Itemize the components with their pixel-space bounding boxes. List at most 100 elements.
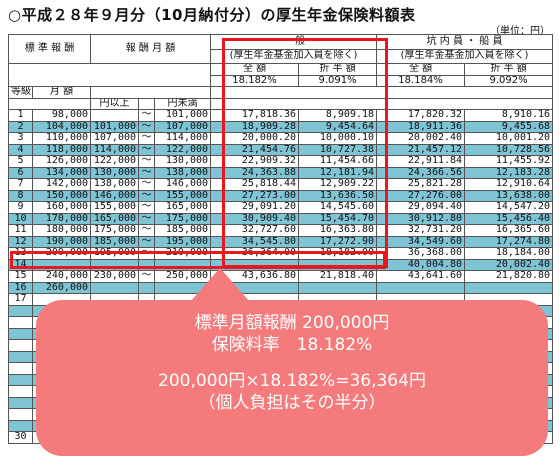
monthly-cell: 190,000 [31, 235, 92, 248]
range-low-cell: 146,000 [90, 189, 140, 202]
miner-subtitle: (厚生年金基金加入員を除く) [376, 48, 554, 64]
range-low-cell: 165,000 [90, 212, 140, 225]
miner-full-cell: 21,457.12 [376, 143, 466, 156]
general-half-cell: 12,181.94 [298, 166, 378, 179]
grade-cell: 3 [8, 132, 33, 145]
grade-header: 等級 [8, 86, 33, 99]
range-low-cell: 130,000 [90, 166, 140, 179]
miner-half-cell: 16,365.60 [464, 224, 554, 237]
miner-half-cell: 12,910.64 [464, 178, 554, 191]
range-tilde-cell: ～ [138, 143, 156, 156]
general-full-cell: 34,545.80 [210, 235, 300, 248]
miner-full-cell [376, 281, 466, 294]
miner-full-cell: 43,641.60 [376, 270, 466, 283]
table-row: 3 110,000 107,000 ～ 114,000 20,000.20 10,000.1… [8, 132, 554, 145]
range-low-cell: 138,000 [90, 178, 140, 191]
general-half-cell [298, 281, 378, 294]
grade-cell: 12 [8, 235, 33, 248]
table-row: 4 118,000 114,000 ～ 122,000 21,454.76 10,727.3… [8, 143, 554, 156]
range-high-cell: 165,000 [154, 201, 212, 214]
general-full-cell: 27,273.00 [210, 189, 300, 202]
grade-cell [8, 350, 33, 363]
monthly-cell: 260,000 [31, 281, 92, 294]
miner-full-header: 全 額 [376, 63, 466, 76]
callout-line-4: （個人負担はその半分） [198, 393, 386, 413]
callout-line-3: 200,000円×18.182%=36,364円 [158, 371, 426, 391]
grade-cell [8, 408, 33, 421]
grade-cell [8, 362, 33, 375]
monthly-cell: 170,000 [31, 212, 92, 225]
general-subtitle: (厚生年金基金加入員を除く) [210, 48, 378, 64]
general-half-cell: 13,636.50 [298, 189, 378, 202]
monthly-cell: 180,000 [31, 224, 92, 237]
grade-cell: 1 [8, 109, 33, 122]
miner-full-cell: 20,002.40 [376, 132, 466, 145]
callout-line-2: 保険料率 18.182% [211, 335, 373, 355]
callout-pointer [190, 268, 250, 302]
range-high-cell: 138,000 [154, 166, 212, 179]
miner-half-cell: 18,184.00 [464, 247, 554, 260]
miner-full-cell: 29,094.40 [376, 201, 466, 214]
table-row: 8 150,000 146,000 ～ 155,000 27,273.00 13,636.5… [8, 189, 554, 202]
monthly-cell: 134,000 [31, 166, 92, 179]
header-spacer [7, 63, 212, 87]
miner-full-cell: 18,911.36 [376, 120, 466, 133]
below-label: 円未満 [154, 97, 212, 110]
miner-half-cell: 9,455.68 [464, 120, 554, 133]
range-low-cell: 101,000 [90, 120, 140, 133]
miner-full-cell: 27,276.00 [376, 189, 466, 202]
range-high-cell: 130,000 [154, 155, 212, 168]
miner-full-cell: 40,004.80 [376, 258, 466, 271]
general-full-cell: 24,363.88 [210, 166, 300, 179]
range-tilde-cell: ～ [138, 189, 156, 202]
grade-cell [8, 396, 33, 409]
general-half-cell: 14,545.60 [298, 201, 378, 214]
table-row: 6 134,000 130,000 ～ 138,000 24,363.88 12,181.9… [8, 166, 554, 179]
general-full-cell: 25,818.44 [210, 178, 300, 191]
grade-cell: 11 [8, 224, 33, 237]
range-high-cell: 122,000 [154, 143, 212, 156]
general-half-cell: 17,272.90 [298, 235, 378, 248]
table-row: 7 142,000 138,000 ～ 146,000 25,818.44 12,909.2… [8, 178, 554, 191]
range-high-cell: 155,000 [154, 189, 212, 202]
range-low-cell [90, 281, 140, 294]
grade-cell: 7 [8, 178, 33, 191]
miner-half-cell: 14,547.20 [464, 201, 554, 214]
table-row: 10 170,000 165,000 ～ 175,000 30,909.40 15,454.… [8, 212, 554, 225]
general-half-cell: 21,818.40 [298, 270, 378, 283]
range-high-cell: 175,000 [154, 212, 212, 225]
miner-half-header: 折 半 額 [464, 63, 554, 76]
general-half-cell: 12,909.22 [298, 178, 378, 191]
miner-full-cell: 30,912.80 [376, 212, 466, 225]
table-row: 9 160,000 155,000 ～ 165,000 29,091.20 14,545.6… [8, 201, 554, 214]
range-tilde-cell: ～ [138, 120, 156, 133]
grade-cell: 4 [8, 143, 33, 156]
grade-cell [8, 385, 33, 398]
range-header [90, 86, 212, 99]
range-high-cell: 114,000 [154, 132, 212, 145]
range-high-cell: 146,000 [154, 178, 212, 191]
range-low-cell [90, 109, 140, 122]
general-half-cell: 15,454.70 [298, 212, 378, 225]
miner-half-cell: 11,455.92 [464, 155, 554, 168]
range-tilde-cell: ～ [138, 212, 156, 225]
range-high-cell: 101,000 [154, 109, 212, 122]
range-blank [138, 97, 156, 110]
grade-cell [8, 419, 33, 432]
grade-cell: 17 [8, 293, 33, 306]
monthly-cell: 104,000 [31, 120, 92, 133]
range-tilde-cell: ～ [138, 155, 156, 168]
monthly-cell: 240,000 [31, 270, 92, 283]
miner-full-cell: 25,821.28 [376, 178, 466, 191]
monthly-cell: 110,000 [31, 132, 92, 145]
miner-half-cell: 15,456.40 [464, 212, 554, 225]
above-label: 円以上 [90, 97, 140, 110]
miner-half-cell: 8,910.16 [464, 109, 554, 122]
monthly-cell: 150,000 [31, 189, 92, 202]
general-column-highlight [222, 38, 388, 268]
table-row: 1 98,000 ～ 101,000 17,818.36 8,909.18 17,820.3… [8, 109, 554, 122]
range-low-cell: 185,000 [90, 235, 140, 248]
callout-text: 標準月額報酬 200,000円 保険料率 18.182% 200,000円×18… [36, 312, 548, 414]
miner-full-cell: 24,366.56 [376, 166, 466, 179]
range-high-cell: 185,000 [154, 224, 212, 237]
